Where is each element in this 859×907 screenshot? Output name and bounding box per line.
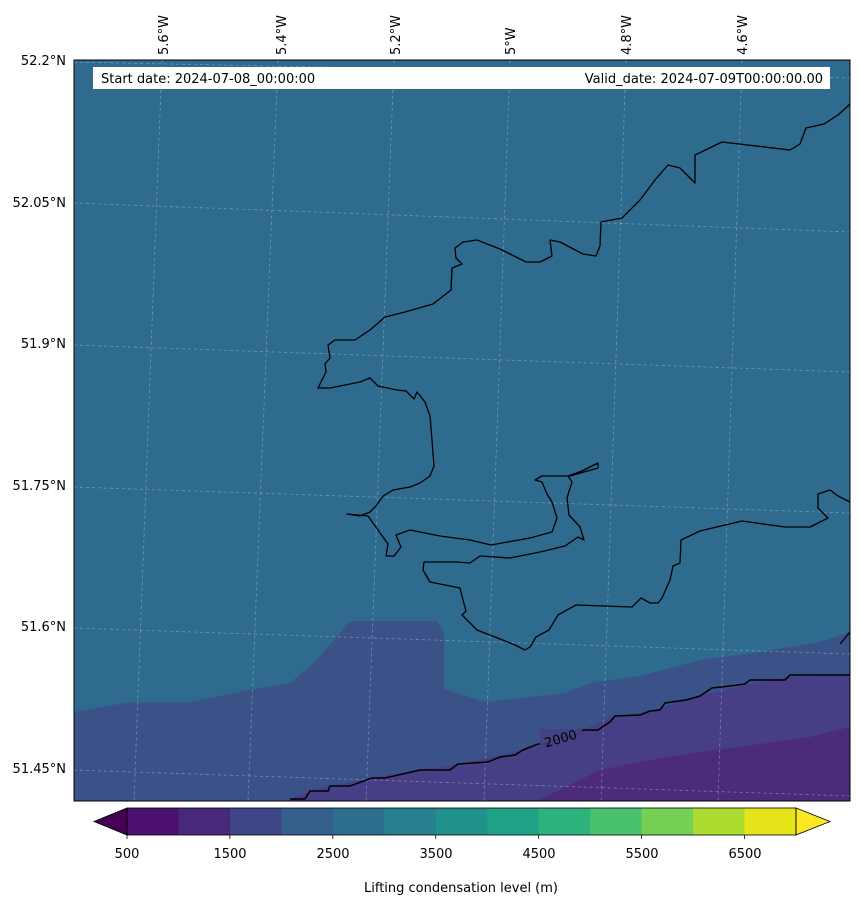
colorbar-segment xyxy=(384,808,437,835)
lon-label-5.2W: 5.2°W xyxy=(389,15,404,55)
colorbar-segment xyxy=(435,808,488,835)
colorbar-segment xyxy=(744,808,797,835)
colorbar-segment xyxy=(641,808,694,835)
colorbar-segment xyxy=(229,808,282,835)
lat-label-52.05N: 52.05°N xyxy=(13,196,66,211)
graticule xyxy=(74,60,850,801)
valid-date-label: Valid_date: 2024-07-09T00:00:00.00 xyxy=(585,72,823,87)
lon-label-5.6W: 5.6°W xyxy=(157,15,172,55)
lat-label-51.9N: 51.9°N xyxy=(21,337,66,352)
colorbar-segment xyxy=(590,808,643,835)
colorbar: 500 1500 2500 3500 4500 5500 6500 Liftin… xyxy=(92,807,832,896)
map-frame xyxy=(73,59,851,802)
colorbar-tick-500: 500 xyxy=(115,847,140,862)
start-date-label: Start date: 2024-07-08_00:00:00 xyxy=(101,72,315,87)
lat-label-51.6N: 51.6°N xyxy=(21,620,66,635)
colorbar-frame xyxy=(126,807,797,836)
colorbar-tick-6500: 6500 xyxy=(728,847,761,862)
colorbar-segment xyxy=(332,808,385,835)
colorbar-tick-1500: 1500 xyxy=(213,847,246,862)
colorbar-segment xyxy=(538,808,591,835)
colorbar-segment xyxy=(281,808,334,835)
lon-label-4.6W: 4.6°W xyxy=(736,15,751,55)
lcl-band-1000-1500 xyxy=(535,727,850,801)
lat-label-52.2N: 52.2°N xyxy=(21,54,66,69)
lon-label-4.8W: 4.8°W xyxy=(620,15,635,55)
colorbar-tick-5500: 5500 xyxy=(625,847,658,862)
coastline xyxy=(317,103,850,651)
lat-label-51.45N: 51.45°N xyxy=(13,762,66,777)
lon-label-5.4W: 5.4°W xyxy=(275,15,290,55)
map-panel: 2000 Start date: 2024-07-08_00:00:00 Val… xyxy=(74,60,850,801)
colorbar-segment xyxy=(127,808,179,835)
colorbar-segment xyxy=(487,808,540,835)
lon-label-5W: 5°W xyxy=(504,27,519,55)
colorbar-max-arrow xyxy=(795,807,832,836)
colorbar-segment xyxy=(178,808,231,835)
colorbar-min-arrow xyxy=(92,807,128,836)
colorbar-tick-4500: 4500 xyxy=(522,847,555,862)
colorbar-title: Lifting condensation level (m) xyxy=(364,881,558,896)
colorbar-tick-2500: 2500 xyxy=(316,847,349,862)
colorbar-segment xyxy=(693,808,746,835)
date-header-box xyxy=(93,67,830,89)
lat-label-51.75N: 51.75°N xyxy=(13,479,66,494)
colorbar-tick-3500: 3500 xyxy=(419,847,452,862)
